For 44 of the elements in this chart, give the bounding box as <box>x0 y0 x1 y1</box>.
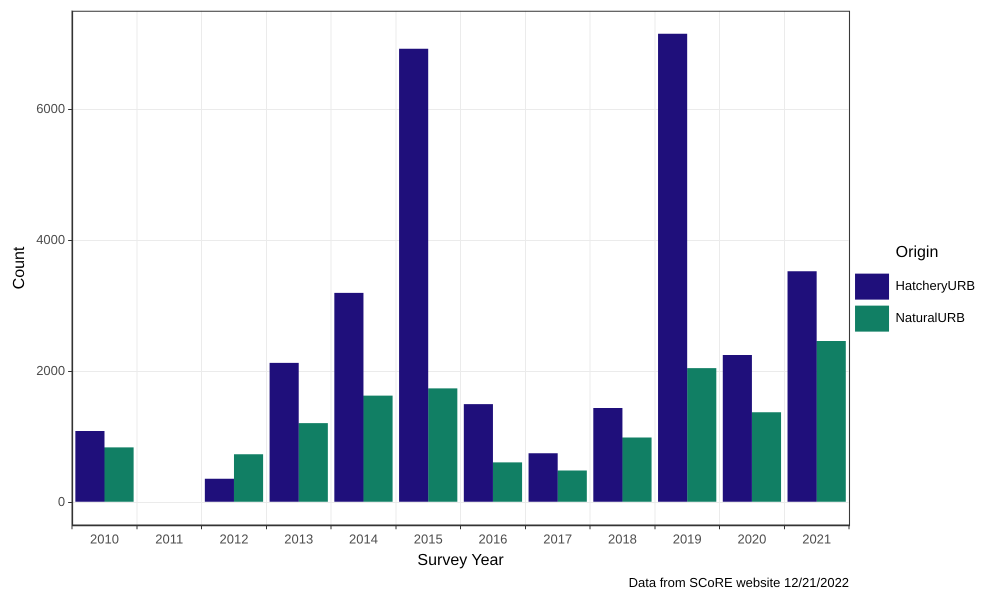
bar <box>687 368 716 502</box>
bar <box>399 48 428 502</box>
legend-label: NaturalURB <box>896 310 965 326</box>
bar <box>270 362 299 502</box>
bar <box>298 423 328 502</box>
x-tick-label: 2010 <box>90 532 119 547</box>
x-tick-label: 2019 <box>672 532 702 547</box>
x-tick-label: 2011 <box>155 532 184 547</box>
bar <box>658 34 688 502</box>
y-tick-label: 0 <box>58 494 66 509</box>
bar <box>464 404 493 502</box>
y-tick-label: 6000 <box>36 101 66 116</box>
x-tick-label: 2016 <box>478 532 508 547</box>
bar <box>816 340 846 502</box>
legend-label: HatcheryURB <box>896 278 975 294</box>
bar <box>363 396 393 502</box>
x-tick-label: 2013 <box>284 532 314 547</box>
bar <box>492 462 522 502</box>
bar <box>593 408 622 502</box>
bar <box>722 355 752 502</box>
y-axis-title: Count <box>11 246 28 290</box>
bar <box>104 447 134 502</box>
x-tick-label: 2012 <box>220 532 248 547</box>
x-tick-label: 2018 <box>608 532 637 547</box>
bar <box>558 470 587 502</box>
x-tick-label: 2020 <box>737 532 766 547</box>
text: Data from SCoRE website 12/21/2022 <box>628 575 850 590</box>
y-tick-label: 2000 <box>36 362 66 378</box>
bar <box>528 453 558 502</box>
bar <box>234 454 264 502</box>
x-tick-label: 2015 <box>414 532 443 547</box>
bar <box>788 271 817 502</box>
bar <box>204 478 234 502</box>
legend-title: Origin <box>896 244 938 261</box>
bar <box>334 292 364 502</box>
bar <box>752 412 782 502</box>
bar <box>622 438 652 502</box>
x-axis-title: Survey Year <box>417 552 504 569</box>
x-tick-label: 2021 <box>802 532 832 547</box>
bar <box>75 430 104 502</box>
x-tick-label: 2017 <box>543 532 572 547</box>
x-tick-label: 2014 <box>349 532 378 547</box>
y-tick-label: 4000 <box>36 232 66 248</box>
bar <box>428 388 458 502</box>
